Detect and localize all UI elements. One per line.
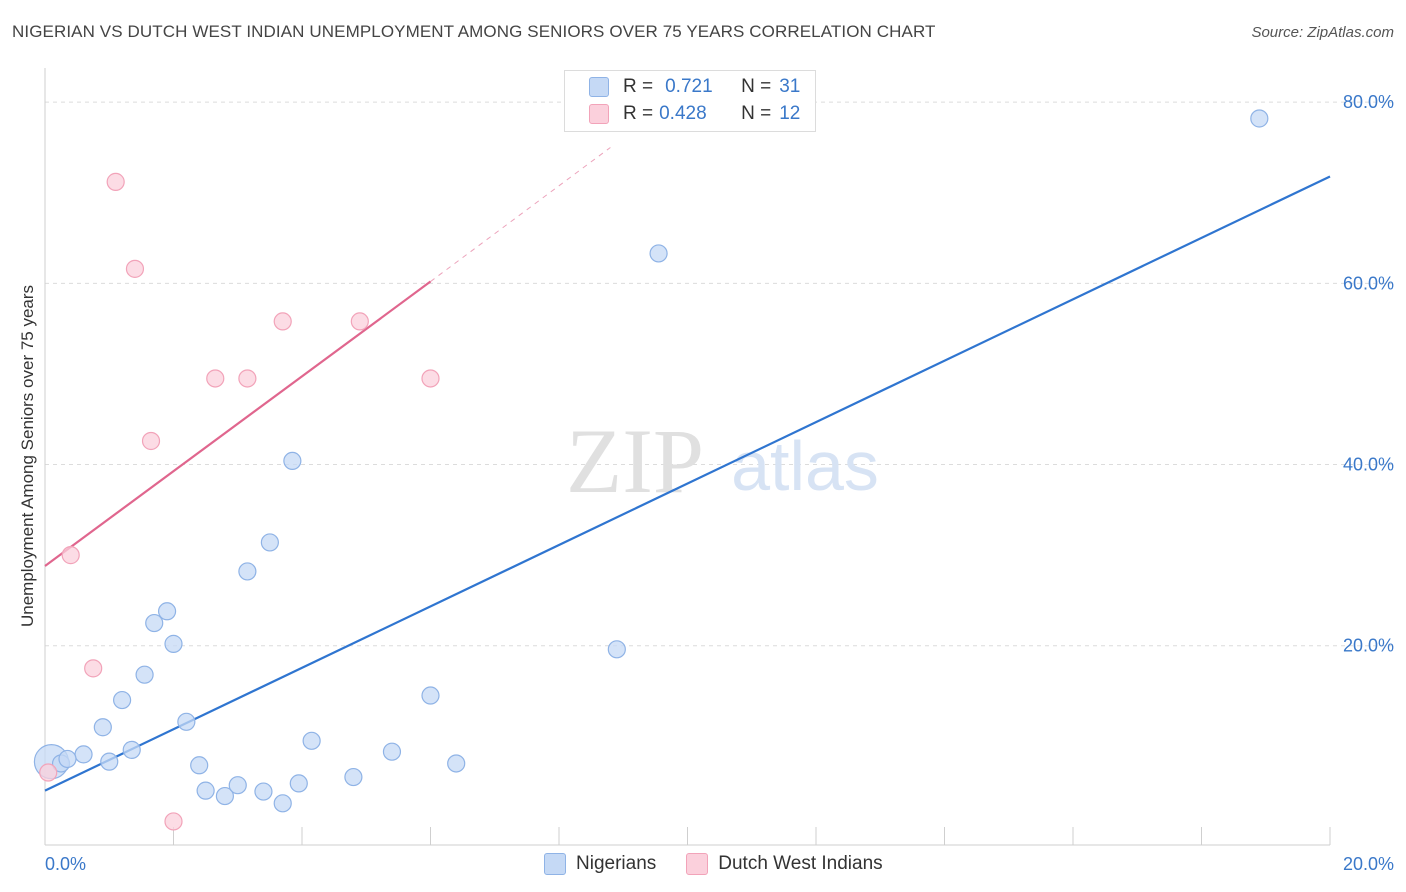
dutch-west-indians-point	[39, 763, 58, 782]
dutch-swatch	[686, 853, 709, 875]
tick-labels: 20.0% 40.0% 60.0% 80.0% 0.0% 20.0%	[45, 92, 1394, 874]
nigerians-point	[238, 562, 257, 581]
nigerians-point	[112, 690, 132, 710]
dutch-west-indians-point	[421, 369, 440, 388]
dutch-west-indians-point	[206, 369, 225, 388]
n-value: 12	[779, 103, 801, 124]
nigerians-point	[177, 712, 196, 731]
dutch-west-indians-point	[141, 431, 161, 451]
correlation-legend: R = 0.721 N = 31 R = 0.428 N = 12	[564, 70, 816, 132]
dutch-west-indians-point	[350, 312, 369, 331]
nigerians-point	[196, 781, 215, 800]
y-tick-label: 40.0%	[1343, 455, 1394, 475]
dutch-west-indians-point	[273, 312, 292, 331]
legend-label: Dutch West Indians	[718, 853, 883, 874]
source-label: Source: ZipAtlas.com	[1251, 24, 1394, 41]
dutch-trend-extension	[430, 147, 611, 282]
nigerians-point	[289, 774, 308, 793]
nigerians-trend-line	[44, 175, 1331, 792]
y-tick-label: 80.0%	[1343, 92, 1394, 112]
x-tick-label: 20.0%	[1343, 854, 1394, 874]
nigerians-point	[74, 745, 93, 764]
dutch-west-indians-point	[61, 546, 80, 565]
nigerians-swatch	[544, 853, 566, 875]
y-tick-label: 20.0%	[1343, 636, 1394, 656]
nigerians-point	[421, 686, 440, 705]
watermark-atlas: atlas	[731, 427, 879, 505]
nigerians-point	[607, 640, 626, 659]
nigerians-point	[447, 754, 466, 773]
nigerians-point	[215, 786, 234, 806]
legend-item-dutch-west-indians[interactable]: Dutch West Indians	[686, 853, 883, 875]
y-axis-label: Unemployment Among Seniors over 75 years	[18, 285, 37, 627]
dutch-west-indians-point	[106, 172, 125, 191]
nigerians-point	[145, 613, 164, 633]
dutch-swatch	[589, 104, 609, 124]
nigerians-point	[254, 782, 273, 801]
chart-title: NIGERIAN VS DUTCH WEST INDIAN UNEMPLOYME…	[12, 22, 936, 41]
nigerians-point	[283, 451, 302, 471]
nigerians-point	[382, 742, 402, 761]
nigerians-point	[58, 749, 77, 769]
r-label: R =	[623, 76, 654, 97]
dutch-west-indians-point	[125, 259, 145, 278]
nigerians-point	[100, 752, 119, 771]
dutch-trend-line	[44, 280, 432, 567]
series-legend: Nigerians Dutch West Indians	[544, 852, 913, 876]
watermark-zip: ZIP	[566, 410, 704, 512]
axes	[44, 68, 1331, 846]
nigerians-point	[1250, 109, 1269, 128]
nigerians-point	[157, 602, 177, 621]
r-value: 0.428	[659, 103, 707, 124]
dutch-west-indians-point	[238, 369, 257, 388]
data-points	[33, 109, 1269, 831]
dutch-west-indians-point	[84, 659, 103, 678]
nigerians-point	[302, 731, 321, 750]
nigerians-point	[122, 740, 141, 759]
nigerians-point	[93, 718, 112, 737]
nigerians-point	[273, 794, 292, 813]
nigerians-point	[344, 767, 363, 787]
y-tick-label: 60.0%	[1343, 273, 1394, 293]
watermark: ZIP atlas	[566, 410, 879, 512]
x-tick-label: 0.0%	[45, 854, 86, 874]
legend-label: Nigerians	[576, 853, 657, 874]
nigerians-point	[649, 244, 668, 263]
r-value: 0.721	[665, 76, 713, 97]
nigerians-point	[190, 756, 209, 775]
legend-item-nigerians[interactable]: Nigerians	[544, 853, 656, 875]
legend-row-nigerians: R = 0.721 N = 31	[589, 76, 800, 98]
n-label: N =	[741, 103, 772, 124]
r-label: R =	[623, 103, 654, 124]
trend-lines	[44, 147, 1331, 792]
n-value: 31	[779, 76, 801, 97]
nigerians-point	[135, 665, 154, 684]
n-label: N =	[741, 76, 772, 97]
nigerians-point	[260, 533, 279, 552]
dutch-west-indians-point	[164, 812, 183, 831]
nigerians-point	[228, 776, 247, 795]
nigerians-swatch	[589, 77, 609, 97]
legend-row-dutch: R = 0.428 N = 12	[589, 103, 800, 125]
nigerians-point	[164, 634, 183, 653]
